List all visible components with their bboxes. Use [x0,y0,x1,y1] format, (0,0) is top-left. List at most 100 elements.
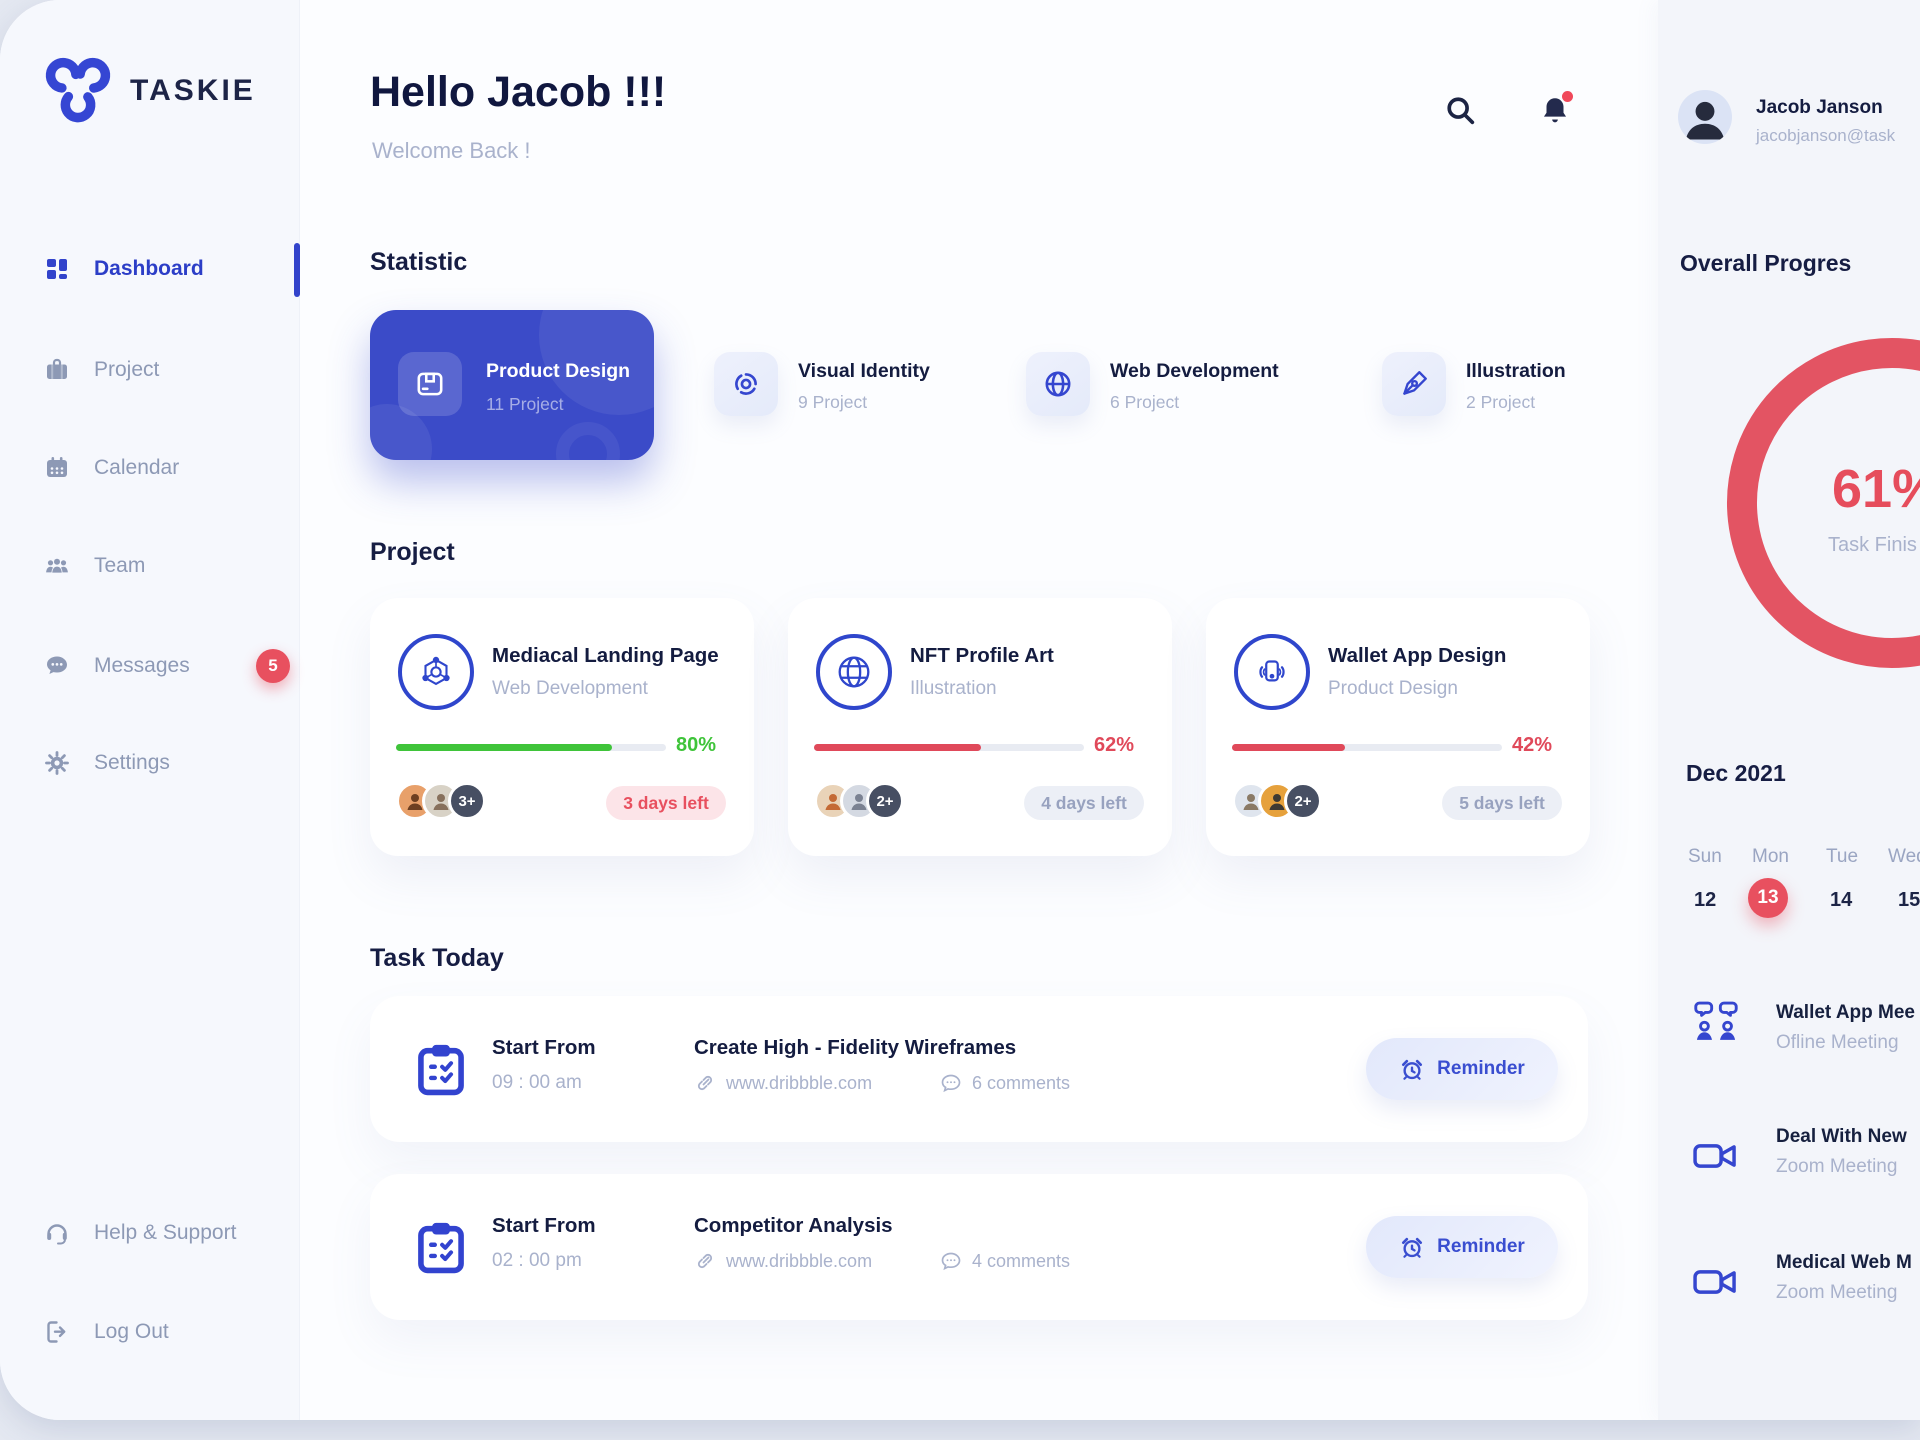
video-camera-icon [1690,1130,1742,1182]
sidebar-item-settings[interactable]: Settings [0,733,300,793]
overall-progress-caption: Task Finis [1828,534,1917,556]
task-comments-text: 6 comments [972,1072,1071,1093]
reminder-button[interactable]: Reminder [1366,1038,1558,1100]
swirl-icon[interactable] [714,352,778,416]
calendar-day: Mon [1752,846,1789,867]
sidebar-item-label: Log Out [94,1320,169,1343]
sidebar-item-label: Calendar [94,456,180,479]
briefcase-icon [44,357,70,383]
clipboard-icon [412,1040,470,1098]
profile-email: jacobjanson@task [1756,126,1896,145]
meeting-name[interactable]: Deal With New [1776,1126,1907,1147]
member-avatars: 3+ [396,782,486,820]
project-card[interactable]: NFT Profile Art Illustration 62% 2+ 4 da… [788,598,1172,856]
sidebar-item-project[interactable]: Project [0,340,300,400]
task-comments-text: 4 comments [972,1250,1071,1271]
task-name: Create High - Fidelity Wireframes [694,1036,1017,1059]
meeting-name[interactable]: Medical Web M [1776,1252,1912,1273]
project-category: Web Development [492,678,648,699]
task-comments[interactable]: 4 comments [940,1250,1070,1272]
stat-card-label: Web Development [1110,360,1279,382]
overall-progress-value: 61% [1832,459,1920,519]
taskie-logo-icon [40,50,116,126]
task-link[interactable]: www.dribbble.com [694,1072,872,1094]
link-icon [694,1072,716,1094]
task-start-label: Start From [492,1036,596,1059]
sidebar-item-logout[interactable]: Log Out [0,1302,300,1362]
stat-card-count: 6 Project [1110,392,1180,412]
project-card[interactable]: Wallet App Design Product Design 42% 2+ … [1206,598,1590,856]
calendar-date[interactable]: 14 [1830,889,1853,911]
globe-icon[interactable] [1026,352,1090,416]
sidebar-item-label: Project [94,358,160,381]
progress-value: 62% [1094,734,1135,756]
meeting-type: Zoom Meeting [1776,1156,1898,1177]
member-avatars: 2+ [814,782,904,820]
chat-icon [44,653,70,679]
task-start-label: Start From [492,1214,596,1237]
right-panel [1658,0,1920,1420]
calendar-month: Dec 2021 [1686,760,1786,786]
link-icon [694,1250,716,1272]
sidebar-item-calendar[interactable]: Calendar [0,438,300,498]
calendar-day: Wed [1888,846,1920,867]
progress-bar [1232,744,1502,751]
sidebar-item-team[interactable]: Team [0,536,300,596]
task-name: Competitor Analysis [694,1214,893,1237]
extra-members-badge: 3+ [448,782,486,820]
brand-name: TASKIE [130,74,256,107]
meeting-name[interactable]: Wallet App Mee [1776,1002,1915,1023]
stat-card-product-design[interactable]: Product Design 11 Project [370,310,654,460]
project-category: Product Design [1328,678,1458,699]
meeting-type: Ofline Meeting [1776,1032,1899,1053]
stat-card-count: 2 Project [1466,392,1536,412]
comment-icon [940,1250,962,1272]
extra-members-badge: 2+ [1284,782,1322,820]
member-avatars: 2+ [1232,782,1322,820]
sidebar-item-dashboard[interactable]: Dashboard [0,239,300,299]
reminder-button[interactable]: Reminder [1366,1216,1558,1278]
task-row: Start From 02 : 00 pm Competitor Analysi… [370,1174,1588,1320]
page-subtitle: Welcome Back ! [372,138,531,163]
reminder-label: Reminder [1437,1236,1525,1257]
avatar[interactable] [1678,90,1732,144]
project-card[interactable]: Mediacal Landing Page Web Development 80… [370,598,754,856]
comment-icon [940,1072,962,1094]
stat-card-label: Illustration [1466,360,1566,382]
headset-icon [44,1220,70,1246]
sidebar: TASKIE Dashboard Project [0,0,300,1420]
calendar-icon [44,455,70,481]
task-link[interactable]: www.dribbble.com [694,1250,872,1272]
calendar-date[interactable]: 15 [1898,889,1920,911]
task-comments[interactable]: 6 comments [940,1072,1070,1094]
active-nav-indicator [294,243,300,297]
calendar-date-selected[interactable]: 13 [1748,878,1788,918]
bell-icon[interactable] [1538,94,1572,128]
stat-card-label: Visual Identity [798,360,930,382]
stat-card-count: 9 Project [798,392,868,412]
overall-progress-ring [1712,323,1920,683]
sidebar-item-help-support[interactable]: Help & Support [0,1203,300,1263]
progress-value: 80% [676,734,717,756]
progress-bar [814,744,1084,751]
task-link-text: www.dribbble.com [726,1250,873,1271]
sidebar-item-label: Messages [94,654,190,677]
sidebar-item-label: Help & Support [94,1221,237,1244]
days-left-badge: 3 days left [606,786,726,820]
calendar-date[interactable]: 12 [1694,889,1717,911]
sidebar-item-label: Team [94,554,146,577]
pen-nib-icon[interactable] [1382,352,1446,416]
project-heading: Project [370,538,455,566]
alarm-clock-icon [1399,1056,1425,1082]
sidebar-item-messages[interactable]: Messages [0,636,300,696]
search-icon[interactable] [1444,94,1478,128]
days-left-badge: 4 days left [1024,786,1144,820]
calendar-day: Sun [1688,846,1722,867]
task-link-text: www.dribbble.com [726,1072,873,1093]
project-name: NFT Profile Art [910,644,1054,667]
task-time: 09 : 00 am [492,1072,582,1093]
sidebar-item-label: Dashboard [94,257,204,280]
stat-card-label: Product Design [486,360,631,382]
meeting-type: Zoom Meeting [1776,1282,1898,1303]
gear-icon [44,750,70,776]
